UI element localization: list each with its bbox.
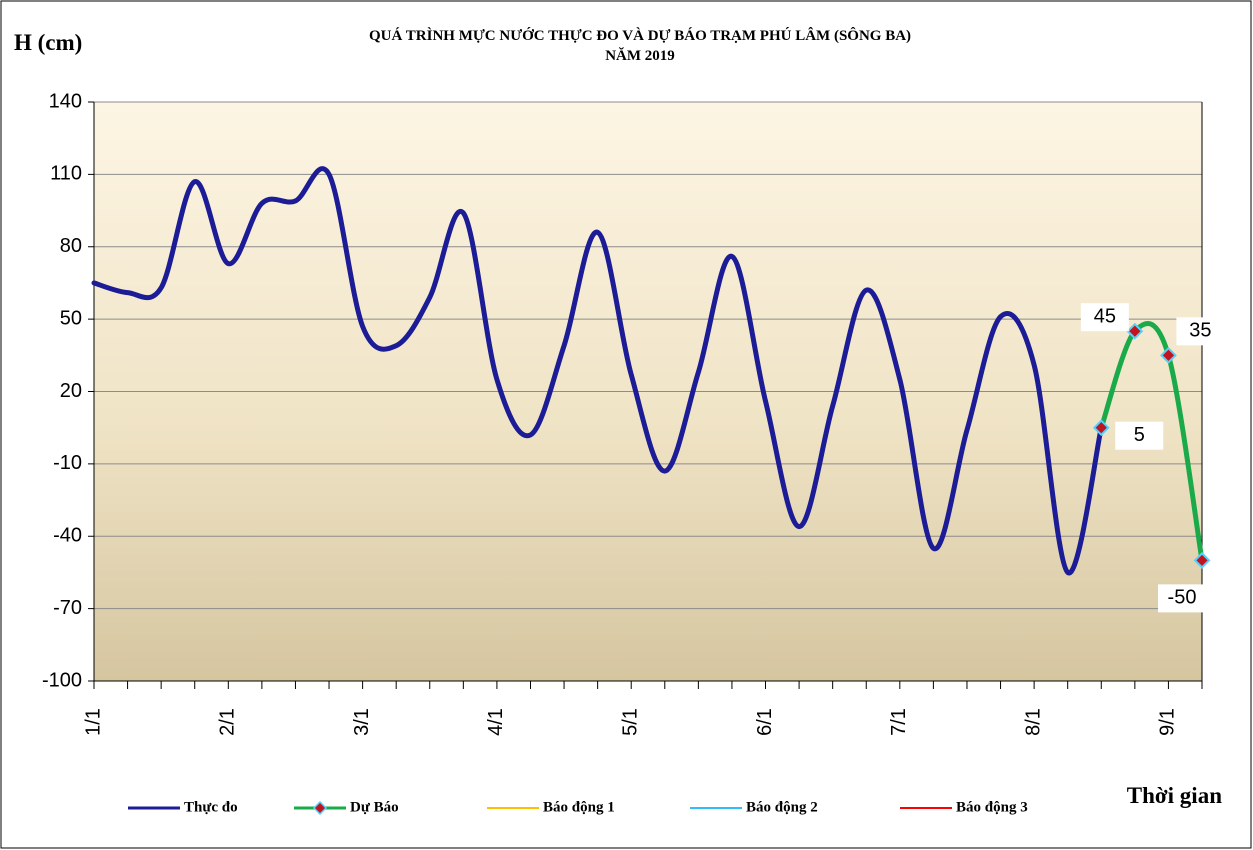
marker [1160, 346, 1177, 364]
data-label-bg [1115, 421, 1164, 450]
x-axis-label: Thời gian [1127, 783, 1222, 808]
x-tick-label: 4/1 [485, 708, 507, 736]
x-tick-label: 2/1 [217, 708, 239, 736]
x-tick-label: 3/1 [351, 708, 373, 736]
y-tick-label: 110 [50, 163, 82, 185]
data-label-bg [1176, 317, 1225, 346]
x-tick-label: 6/1 [754, 708, 776, 736]
y-tick-label: 50 [60, 307, 82, 329]
x-tick-label: 7/1 [888, 708, 910, 736]
data-label: -50 [1168, 587, 1197, 609]
legend-label: Thực đo [184, 799, 238, 815]
x-tick-label: 8/1 [1022, 708, 1044, 736]
legend-label: Báo động 3 [956, 799, 1028, 815]
y-tick-label: 80 [60, 235, 82, 257]
data-label: 45 [1094, 305, 1116, 327]
data-label-bg [1158, 584, 1206, 613]
marker [1193, 551, 1211, 569]
y-tick-label: -100 [42, 669, 82, 691]
series-line [91, 166, 1104, 576]
data-label-bg [1080, 303, 1129, 332]
y-tick-label: -40 [53, 525, 82, 547]
y-axis-label: H (cm) [14, 30, 82, 55]
x-tick-label: 1/1 [82, 708, 104, 736]
data-label: 35 [1189, 320, 1211, 342]
data-label: 5 [1134, 424, 1145, 446]
marker [1092, 419, 1110, 437]
legend-label: Báo động 1 [543, 799, 615, 815]
legend-label: Báo động 2 [746, 799, 818, 815]
y-tick-label: -70 [53, 597, 82, 619]
x-tick-label: 5/1 [619, 708, 641, 736]
series-line [1098, 321, 1205, 563]
y-tick-label: 20 [60, 380, 82, 402]
y-tick-label: -10 [53, 452, 82, 474]
legend-marker [312, 800, 328, 816]
marker [1126, 322, 1144, 340]
chart-subtitle: NĂM 2019 [605, 47, 675, 64]
chart-title: QUÁ TRÌNH MỰC NƯỚC THỰC ĐO VÀ DỰ BÁO TRẠ… [369, 27, 911, 44]
legend-label: Dự Báo [350, 799, 399, 815]
y-tick-label: 140 [49, 90, 82, 112]
x-tick-label: 9/1 [1157, 708, 1179, 736]
